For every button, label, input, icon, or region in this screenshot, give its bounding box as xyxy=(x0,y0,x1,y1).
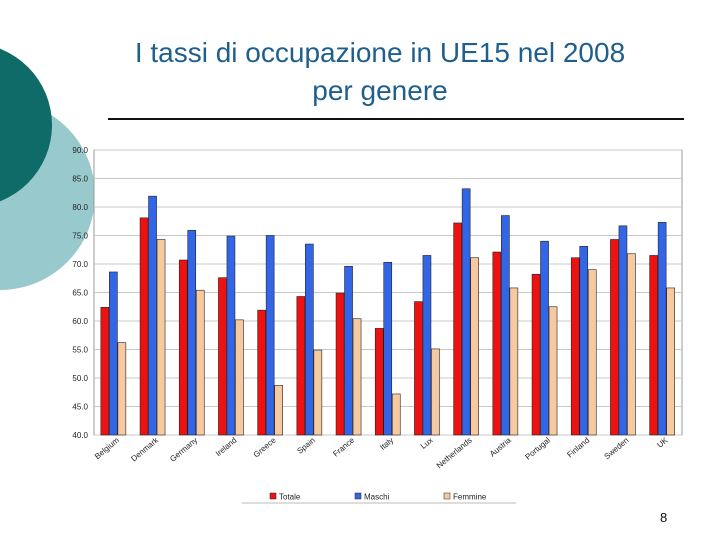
bar-maschi-netherlands xyxy=(461,188,471,436)
legend-swatch-totale xyxy=(269,492,277,500)
slide-title: I tassi di occupazione in UE15 nel 2008 … xyxy=(70,34,690,110)
x-tick-label: Greece xyxy=(252,435,278,459)
x-tick-label: Netherlands xyxy=(435,436,474,471)
x-axis-tick-labels: Belgium Denmark Germany Ireland Greece Spain F… xyxy=(93,435,670,470)
bar-totale-lux xyxy=(414,301,423,436)
y-tick-label: 90.0 xyxy=(72,146,88,155)
bar-maschi-sweden xyxy=(618,225,628,436)
y-tick-label: 70.0 xyxy=(72,260,88,269)
bar-maschi-ireland xyxy=(226,235,236,436)
legend-label-femmine: Femmine xyxy=(453,493,487,502)
x-tick-label: Belgium xyxy=(93,435,121,461)
x-tick-label: Italy xyxy=(378,436,395,452)
bar-chart: 40.0 45.0 50.0 55.0 60.0 65.0 70.0 75.0 80.0 85.0… xyxy=(72,146,683,504)
legend: Totale Maschi Femmine xyxy=(242,493,516,504)
bar-totale-sweden xyxy=(610,239,619,436)
bar-femmine-ireland xyxy=(235,319,244,436)
bar-femmine-italy xyxy=(391,393,401,436)
legend-swatch-femmine xyxy=(443,492,451,500)
y-tick-label: 50.0 xyxy=(72,374,88,383)
bar-totale-finland xyxy=(570,257,580,436)
bar-totale-uk xyxy=(649,255,658,436)
bar-totale-austria xyxy=(492,251,502,436)
bar-maschi-germany xyxy=(187,230,197,436)
bar-maschi-denmark xyxy=(148,195,157,436)
bar-maschi-spain xyxy=(305,243,314,436)
bar-maschi-uk xyxy=(657,222,667,436)
y-tick-label: 75.0 xyxy=(72,232,88,241)
x-tick-label: Germany xyxy=(168,436,199,464)
legend-label-totale: Totale xyxy=(279,493,301,502)
bar-femmine-belgium xyxy=(117,342,127,436)
bar-femmine-denmark xyxy=(156,239,166,436)
bar-totale-france xyxy=(335,292,345,436)
x-tick-label: Portugal xyxy=(523,435,552,461)
bar-totale-greece xyxy=(257,309,266,436)
bar-maschi-portugal xyxy=(540,240,549,436)
x-tick-label: Lux xyxy=(419,436,435,451)
y-tick-label: 55.0 xyxy=(72,346,88,355)
legend-swatch-maschi xyxy=(354,492,362,500)
bar-femmine-spain xyxy=(313,349,323,436)
bar-maschi-greece xyxy=(265,235,275,436)
bar-maschi-france xyxy=(344,265,353,436)
y-tick-label: 85.0 xyxy=(72,175,88,184)
y-tick-label: 80.0 xyxy=(72,203,88,212)
bar-femmine-germany xyxy=(195,289,205,436)
bar-femmine-greece xyxy=(274,385,283,436)
bar-totale-germany xyxy=(178,259,188,436)
x-tick-label: France xyxy=(331,435,356,458)
bar-totale-spain xyxy=(296,296,306,436)
bar-femmine-france xyxy=(352,318,362,436)
bars xyxy=(100,188,675,436)
bar-totale-portugal xyxy=(531,273,541,436)
bar-femmine-sweden xyxy=(627,253,636,436)
bar-femmine-netherlands xyxy=(470,257,479,436)
title-divider xyxy=(108,118,684,120)
bar-totale-belgium xyxy=(100,307,110,436)
bar-maschi-belgium xyxy=(109,271,118,436)
bar-femmine-finland xyxy=(587,269,597,436)
bar-maschi-austria xyxy=(501,215,510,436)
bar-totale-netherlands xyxy=(453,222,462,436)
page-number: 8 xyxy=(660,510,668,525)
decorative-circle-dark xyxy=(0,48,52,202)
slide-title-line-2: per genere xyxy=(312,75,448,106)
bar-maschi-lux xyxy=(422,255,432,436)
bar-totale-denmark xyxy=(139,217,149,436)
bar-femmine-austria xyxy=(509,287,519,436)
y-tick-label: 45.0 xyxy=(72,403,88,412)
x-tick-label: Sweden xyxy=(603,436,631,461)
slide-title-line-1: I tassi di occupazione in UE15 nel 2008 xyxy=(134,37,626,68)
bar-femmine-lux xyxy=(431,348,440,436)
x-tick-label: Austria xyxy=(488,435,513,458)
bar-femmine-portugal xyxy=(548,306,558,436)
x-tick-label: Ireland xyxy=(214,436,239,459)
bar-totale-ireland xyxy=(218,277,227,436)
y-tick-label: 60.0 xyxy=(72,317,88,326)
legend-label-maschi: Maschi xyxy=(364,493,390,502)
x-tick-label: UK xyxy=(655,435,670,449)
y-tick-label: 65.0 xyxy=(72,289,88,298)
bar-femmine-uk xyxy=(666,287,675,436)
x-tick-label: Denmark xyxy=(129,435,160,463)
bar-maschi-italy xyxy=(383,261,393,436)
x-tick-label: Spain xyxy=(295,436,316,456)
x-tick-label: Finland xyxy=(565,436,591,460)
bar-maschi-finland xyxy=(579,246,589,436)
y-axis-tick-labels: 40.0 45.0 50.0 55.0 60.0 65.0 70.0 75.0 80.0 85.0… xyxy=(72,146,88,440)
decorative-circles xyxy=(0,48,95,290)
y-tick-label: 40.0 xyxy=(72,431,88,440)
bar-totale-italy xyxy=(374,328,384,436)
